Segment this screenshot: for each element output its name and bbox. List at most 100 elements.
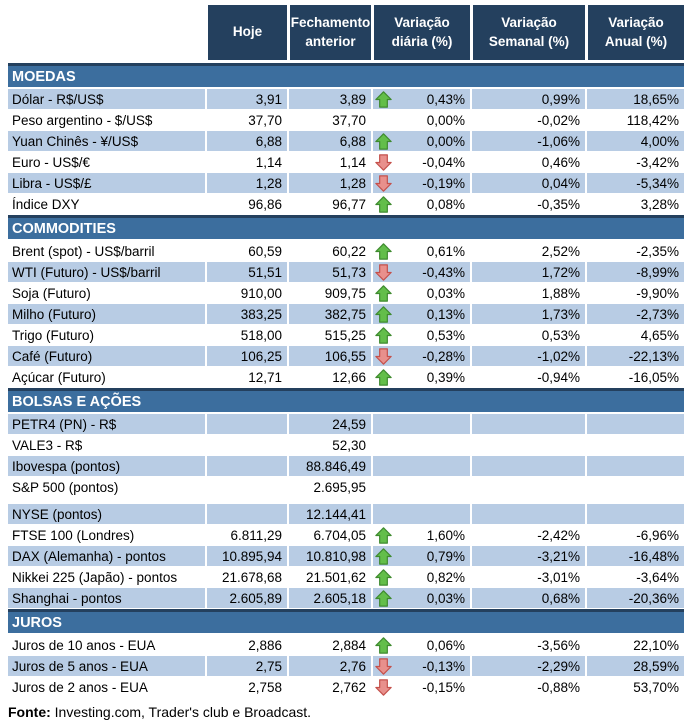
variacao-anual-cell: -8,99% [585,262,684,282]
hoje-cell: 106,25 [205,346,287,366]
variacao-semanal-cell: 1,73% [470,304,585,324]
table-row: Yuan Chinês - ¥/US$ 6,88 6,88 0,00% -1,06% 4,… [8,131,684,152]
variacao-anual-cell: -6,96% [585,525,684,545]
variacao-anual-cell: -22,13% [585,346,684,366]
fechamento-anterior-cell: 6.704,05 [287,525,371,545]
variacao-semanal-cell: 2,52% [470,241,585,261]
table-row: Juros de 10 anos - EUA 2,886 2,884 0,06% -3,… [8,635,684,656]
fechamento-anterior-cell: 24,59 [287,414,371,434]
up-arrow-icon [375,284,392,302]
header-fechamento-anterior: Fechamento anterior [287,5,371,60]
fechamento-anterior-cell: 2.605,18 [287,588,371,608]
financial-report-table: Hoje Fechamento anterior Variação diária… [8,5,684,698]
variacao-semanal-cell [470,504,585,524]
fechamento-anterior-cell: 10.810,98 [287,546,371,566]
instrument-label-cell: Euro - US$/€ [12,154,91,170]
header-blank-cell [8,5,205,60]
table-row: FTSE 100 (Londres) 6.811,29 6.704,05 1,60% -… [8,525,684,546]
variacao-diaria-value: 0,00% [426,112,465,128]
variacao-diaria-value: 0,79% [426,548,465,564]
variacao-diaria-cell: -0,19% [371,173,470,193]
variacao-anual-cell: -5,34% [585,173,684,193]
instrument-label-cell: Açúcar (Futuro) [12,369,106,385]
variacao-diaria-value: 0,82% [426,569,465,585]
hoje-cell: 6,88 [205,131,287,151]
hoje-cell: 518,00 [205,325,287,345]
up-arrow-icon [375,242,392,260]
variacao-diaria-cell: 0,08% [371,194,470,214]
variacao-diaria-cell: 0,06% [371,635,470,655]
up-arrow-icon [375,547,392,565]
variacao-diaria-cell: 0,82% [371,567,470,587]
variacao-diaria-value: 1,60% [426,527,465,543]
table-row: PETR4 (PN) - R$ 24,59 [8,414,684,435]
variacao-diaria-cell: 1,60% [371,525,470,545]
down-arrow-icon [375,678,392,696]
variacao-semanal-cell: -0,35% [470,194,585,214]
fechamento-anterior-cell: 6,88 [287,131,371,151]
table-row: Soja (Futuro) 910,00 909,75 0,03% 1,88% -9,90… [8,283,684,304]
hoje-cell: 2,886 [205,635,287,655]
hoje-cell: 96,86 [205,194,287,214]
variacao-diaria-value: 0,00% [426,133,465,149]
instrument-label-cell: Brent (spot) - US$/barril [12,243,155,259]
up-arrow-icon [375,132,392,150]
variacao-semanal-cell: -1,02% [470,346,585,366]
hoje-cell [205,414,287,434]
instrument-label-cell: Shanghai - pontos [8,588,205,608]
variacao-semanal-cell: -2,42% [470,525,585,545]
variacao-semanal-cell: -2,29% [470,656,585,676]
variacao-diaria-value: 0,39% [426,369,465,385]
header-variacao-anual: Variação Anual (%) [585,5,684,60]
instrument-label-cell: Café (Futuro) [8,346,205,366]
up-arrow-icon [375,589,392,607]
variacao-anual-cell: -9,90% [585,283,684,303]
header-variacao-semanal: Variação Semanal (%) [470,5,585,60]
fechamento-anterior-cell: 515,25 [287,325,371,345]
variacao-diaria-cell [371,456,470,476]
variacao-anual-cell [585,456,684,476]
fechamento-anterior-cell: 12,66 [287,367,371,387]
source-note-text: Investing.com, Trader's club e Broadcast… [50,704,312,720]
variacao-semanal-cell: -1,06% [470,131,585,151]
fechamento-anterior-cell: 60,22 [287,241,371,261]
fechamento-anterior-cell: 2,884 [287,635,371,655]
variacao-diaria-cell: -0,28% [371,346,470,366]
row-spacer [8,498,684,504]
variacao-anual-cell: -3,42% [585,152,684,172]
variacao-semanal-cell: 0,04% [470,173,585,193]
instrument-label-cell: Peso argentino - $/US$ [12,112,153,128]
instrument-label-cell: S&P 500 (pontos) [12,479,119,495]
instrument-label-cell: Milho (Futuro) [8,304,205,324]
instrument-label-cell: WTI (Futuro) - US$/barril [8,262,205,282]
down-arrow-icon [375,657,392,675]
instrument-label-cell: DAX (Alemanha) - pontos [8,546,205,566]
instrument-label-cell: Libra - US$/£ [8,173,205,193]
fechamento-anterior-cell: 3,89 [287,89,371,109]
variacao-anual-cell [585,435,684,455]
section-header: JUROS [8,609,684,635]
up-arrow-icon [375,195,392,213]
hoje-cell: 6.811,29 [205,525,287,545]
fechamento-anterior-cell: 52,30 [287,435,371,455]
variacao-semanal-cell: 0,53% [470,325,585,345]
table-row: Peso argentino - $/US$ 37,70 37,70 0,00% -0,… [8,110,684,131]
fechamento-anterior-cell: 37,70 [287,110,371,130]
variacao-anual-cell: 118,42% [585,110,684,130]
instrument-label-cell: Nikkei 225 (Japão) - pontos [12,569,178,585]
hoje-cell [205,456,287,476]
instrument-label-cell: Juros de 5 anos - EUA [8,656,205,676]
down-arrow-icon [375,153,392,171]
fechamento-anterior-cell: 909,75 [287,283,371,303]
variacao-semanal-cell: -0,02% [470,110,585,130]
variacao-anual-cell [585,477,684,497]
variacao-anual-cell: -16,05% [585,367,684,387]
variacao-anual-cell: 53,70% [585,677,684,697]
down-arrow-icon [375,347,392,365]
source-note-label: Fonte: [8,704,51,720]
variacao-diaria-cell [371,435,470,455]
fechamento-anterior-cell: 21.501,62 [287,567,371,587]
variacao-diaria-cell: 0,61% [371,241,470,261]
variacao-anual-cell: 22,10% [585,635,684,655]
variacao-diaria-cell [371,504,470,524]
